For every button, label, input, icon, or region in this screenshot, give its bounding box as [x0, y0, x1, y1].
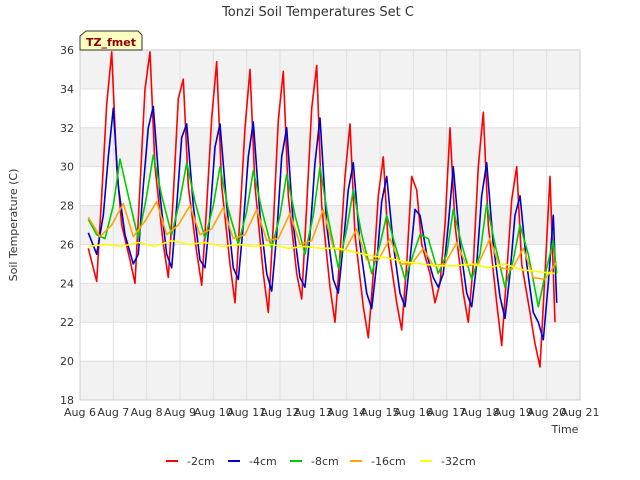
y-axis-label: Soil Temperature (C)	[7, 169, 20, 282]
legend-label: -2cm	[187, 455, 215, 468]
y-tick-label: 22	[60, 316, 74, 329]
legend-label: -32cm	[441, 455, 476, 468]
badge-label: TZ_fmet	[86, 36, 136, 49]
legend-label: -8cm	[311, 455, 339, 468]
plot-frame	[79, 49, 581, 401]
y-tick-label: 34	[60, 83, 74, 96]
y-tick-label: 18	[60, 394, 74, 407]
series-line-32cmcm	[88, 239, 556, 275]
x-tick-label: Aug 15	[361, 406, 400, 419]
plot-band	[80, 361, 580, 400]
x-tick-label: Aug 13	[294, 406, 333, 419]
x-tick-label: Aug 14	[327, 406, 366, 419]
series-line-16cmcm	[87, 200, 558, 281]
y-tick-label: 24	[60, 277, 74, 290]
y-tick-label: 30	[60, 161, 74, 174]
x-tick-label: Aug 21	[561, 406, 600, 419]
x-tick-label: Aug 9	[164, 406, 196, 419]
y-tick-label: 32	[60, 122, 74, 135]
y-tick-label: 26	[60, 238, 74, 251]
series-group	[87, 51, 558, 368]
legend: -2cm -4cm -8cm -16cm -32cm	[166, 455, 476, 468]
series-line-8cmcm	[87, 154, 558, 308]
x-tick-label: Aug 7	[97, 406, 129, 419]
plot-band	[80, 88, 580, 128]
badge: TZ_fmet	[79, 30, 143, 51]
x-axis-label: Time	[551, 423, 579, 436]
x-tick-label: Aug 20	[527, 406, 566, 419]
chart-title: Tonzi Soil Temperatures Set C	[221, 5, 414, 20]
x-tick-label: Aug 11	[227, 406, 266, 419]
plot-band	[80, 322, 580, 362]
x-tick-label: Aug 17	[427, 406, 466, 419]
x-tick-label: Aug 19	[494, 406, 533, 419]
y-tick-label: 28	[60, 200, 74, 213]
x-tick-label: Aug 10	[194, 406, 233, 419]
y-axis-ticks: 18 20 22 24 26 28 30 32 34 36	[60, 44, 74, 407]
legend-label: -4cm	[249, 455, 277, 468]
x-tick-label: Aug 6	[64, 406, 96, 419]
plot-band	[80, 50, 580, 89]
y-tick-label: 20	[60, 355, 74, 368]
x-tick-label: Aug 8	[131, 406, 163, 419]
y-tick-label: 36	[60, 44, 74, 57]
x-tick-label: Aug 18	[461, 406, 500, 419]
plot-band	[80, 127, 580, 167]
legend-label: -16cm	[371, 455, 406, 468]
badge-box	[79, 30, 143, 51]
x-tick-label: Aug 16	[394, 406, 433, 419]
series-line-2cmcm	[87, 51, 556, 368]
x-tick-label: Aug 12	[261, 406, 300, 419]
